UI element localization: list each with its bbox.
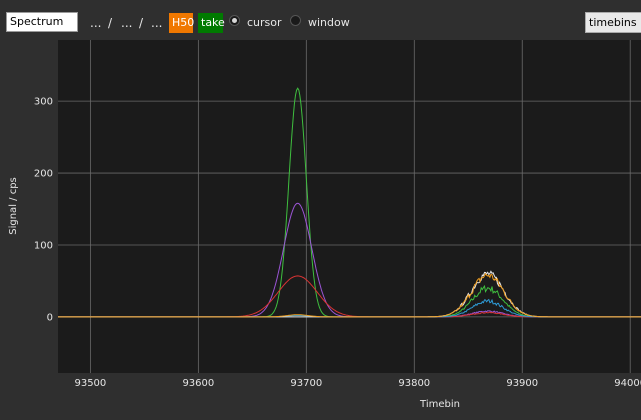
- y-axis-label: Signal / cps: [8, 177, 19, 235]
- y-tick-label: 0: [47, 312, 53, 323]
- x-tick-label: 93600: [182, 378, 214, 389]
- cursor-radio[interactable]: [229, 15, 240, 26]
- spectrum-chart[interactable]: 0 100 200 300 93500 93600 93700 93800 93900 9400…: [0, 40, 641, 416]
- x-tick-label: 93900: [506, 378, 538, 389]
- cursor-radio-label: cursor: [247, 16, 282, 29]
- view-select[interactable]: timebins: [585, 12, 641, 33]
- breadcrumb-item[interactable]: ...: [90, 16, 102, 30]
- h50-button[interactable]: H50: [169, 13, 194, 33]
- spectrum-chart-panel: 0 100 200 300 93500 93600 93700 93800 93900 9400…: [0, 40, 641, 420]
- x-tick-label: 93800: [398, 378, 430, 389]
- take-button[interactable]: take: [198, 13, 225, 33]
- title-input[interactable]: Spectrum: [6, 12, 78, 32]
- view-select-value: timebins: [589, 16, 637, 29]
- x-tick-labels: 93500 93600 93700 93800 93900 94000: [74, 378, 641, 389]
- window-radio[interactable]: [290, 15, 301, 26]
- series-line-5: [58, 272, 641, 318]
- y-tick-label: 100: [34, 240, 53, 251]
- breadcrumb-item[interactable]: ...: [151, 16, 163, 30]
- y-tick-label: 300: [34, 97, 53, 108]
- x-axis-label: Timebin: [419, 399, 460, 410]
- breadcrumb-item[interactable]: ...: [121, 16, 133, 30]
- x-tick-label: 93500: [74, 378, 106, 389]
- y-tick-labels: 0 100 200 300: [34, 97, 53, 324]
- y-tick-label: 200: [34, 169, 53, 180]
- x-tick-label: 93700: [290, 378, 322, 389]
- window-radio-label: window: [308, 16, 350, 29]
- series-lines: [58, 87, 641, 318]
- toolbar: Spectrum ... / ... / ... H50 take cursor…: [0, 0, 641, 40]
- x-tick-label: 94000: [614, 378, 641, 389]
- breadcrumb-separator: /: [108, 16, 113, 30]
- breadcrumb-separator: /: [139, 16, 144, 30]
- plot-area: [58, 40, 641, 373]
